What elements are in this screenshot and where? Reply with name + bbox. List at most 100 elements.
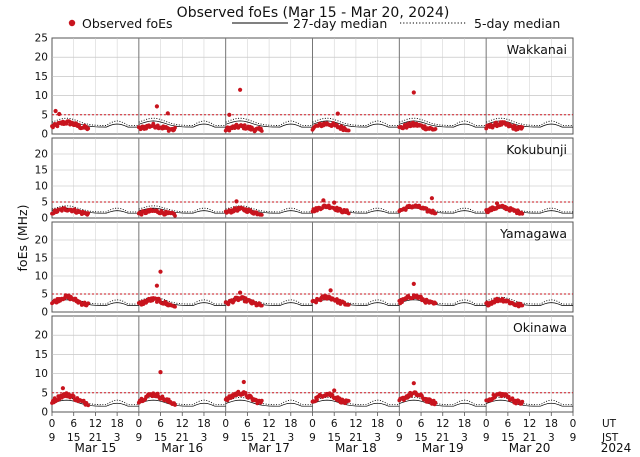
observed-point	[173, 213, 177, 218]
observed-point	[346, 302, 351, 307]
median27-line	[486, 399, 573, 407]
x-tick-label-jst: 9	[222, 432, 229, 444]
x-tick-label-jst: 9	[49, 432, 56, 444]
median5-line	[138, 205, 226, 213]
y-tick-label: 20	[35, 52, 48, 64]
median5-line	[399, 396, 487, 406]
y-tick-label: 0	[41, 129, 48, 141]
x-tick-label-ut: 18	[458, 418, 471, 430]
y-tick-label: 5	[41, 387, 48, 399]
median5-line	[486, 117, 573, 127]
x-tick-label-jst: 15	[501, 432, 514, 444]
observed-point	[71, 394, 76, 399]
observed-point	[86, 211, 91, 216]
x-tick-label-ut: 12	[176, 418, 189, 430]
median5-line	[51, 296, 139, 305]
y-tick-label: 15	[35, 349, 48, 361]
observed-point	[227, 128, 232, 133]
y-tick-label: 15	[35, 165, 48, 177]
legend-27day-label: 27-day median	[293, 16, 387, 31]
y-tick-label: 20	[35, 235, 48, 247]
x-tick-label-ut: 12	[89, 418, 102, 430]
y-tick-label: 5	[41, 109, 48, 121]
observed-point	[315, 397, 319, 402]
observed-point	[259, 129, 264, 133]
x-tick-label-ut: 12	[262, 418, 275, 430]
jst-label: JST	[601, 432, 619, 444]
x-tick-label-ut: 12	[436, 418, 449, 430]
observed-spike-point	[234, 199, 239, 204]
observed-point	[346, 399, 351, 403]
x-tick-label-jst: 3	[287, 432, 294, 444]
y-tick-label: 0	[41, 213, 48, 225]
median5-line	[486, 396, 573, 406]
median27-line	[399, 299, 487, 306]
station-name: Okinawa	[513, 320, 567, 335]
median5-line	[312, 296, 400, 305]
legend: Observed foEs 27-day median 5-day median	[68, 16, 560, 31]
median5-line	[51, 396, 139, 406]
observed-spike-point	[332, 388, 337, 393]
y-tick-label: 15	[35, 253, 48, 265]
x-tick-label-ut: 18	[545, 418, 558, 430]
x-tick-label-jst: 9	[396, 432, 403, 444]
legend-observed-marker	[68, 19, 76, 27]
x-tick-label-jst: 15	[241, 432, 254, 444]
observed-point	[259, 398, 264, 403]
median5-line	[138, 117, 226, 127]
x-tick-label-jst: 3	[461, 432, 468, 444]
x-tick-label-ut: 18	[371, 418, 384, 430]
observed-point	[259, 303, 264, 308]
median5-line	[312, 396, 400, 406]
x-tick-label-jst: 21	[436, 432, 449, 444]
median27-line	[399, 120, 487, 128]
median5-line	[312, 117, 400, 127]
day-label: Mar 17	[248, 441, 290, 455]
day-label: Mar 16	[161, 441, 203, 455]
observed-point	[520, 399, 525, 404]
median27-line	[51, 399, 139, 407]
median5-line	[51, 205, 139, 213]
observed-spike-point	[165, 111, 170, 116]
observed-point	[484, 126, 489, 131]
x-tick-label-ut: 0	[49, 418, 56, 430]
observed-point	[155, 391, 160, 396]
observed-spike-point	[241, 379, 246, 385]
observed-spike-point	[53, 108, 58, 114]
x-tick-label-jst: 9	[135, 432, 142, 444]
observed-point	[86, 403, 91, 408]
median5-line	[399, 296, 487, 305]
observed-point	[515, 208, 520, 213]
legend-5day-label: 5-day median	[474, 16, 560, 31]
x-tick-label-jst: 21	[523, 432, 536, 444]
median27-line	[138, 399, 226, 407]
panel-yamagawa: 0 5 10 15 20 Yamagawa	[35, 221, 574, 319]
y-tick-label: 5	[41, 197, 48, 209]
observed-spike-point	[332, 200, 337, 205]
observed-spike-point	[411, 381, 416, 386]
y-tick-label: 20	[35, 330, 48, 342]
day-label: Mar 18	[335, 441, 377, 455]
x-tick-label-jst: 3	[201, 432, 208, 444]
observed-point	[346, 128, 351, 133]
station-name: Yamagawa	[499, 226, 567, 241]
observed-point	[314, 300, 318, 305]
median27-line	[225, 399, 313, 407]
median27-line	[312, 120, 400, 128]
x-tick-label-ut: 6	[331, 418, 338, 430]
observed-point	[155, 300, 159, 304]
median5-line	[225, 117, 313, 127]
x-tick-label-ut: 0	[570, 418, 577, 430]
y-tick-label: 5	[41, 289, 48, 301]
observed-point	[422, 124, 427, 128]
x-tick-label-ut: 0	[135, 418, 142, 430]
panel-wakkanai: 0 5 10 15 20 25 Wakkanai	[35, 33, 574, 141]
station-name: Kokubunji	[506, 142, 567, 157]
median5-line	[399, 205, 487, 213]
observed-point	[86, 126, 91, 131]
median27-line	[138, 207, 226, 214]
observed-point	[433, 400, 438, 405]
observed-spike-point	[238, 290, 243, 295]
x-tick-label-jst: 15	[67, 432, 80, 444]
x-tick-label-ut: 6	[505, 418, 512, 430]
